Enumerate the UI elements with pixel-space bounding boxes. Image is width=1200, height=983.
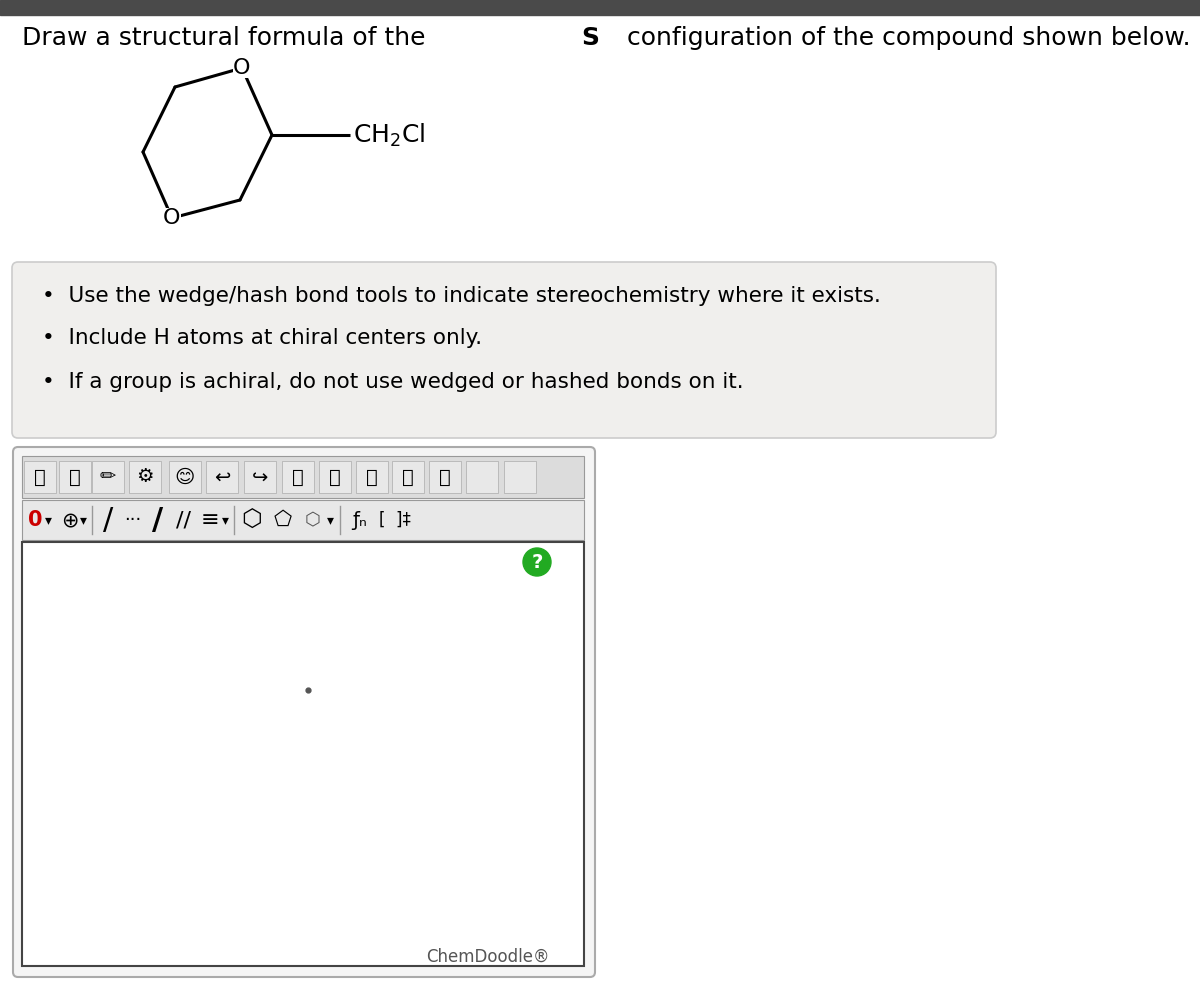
Text: [  ]‡: [ ]‡ — [379, 511, 410, 529]
Text: S: S — [582, 26, 600, 50]
Text: ?: ? — [532, 552, 542, 571]
Text: /: / — [152, 505, 163, 535]
Text: ↪: ↪ — [252, 468, 268, 487]
Bar — [130, 461, 161, 493]
FancyBboxPatch shape — [13, 447, 595, 977]
Text: 🎨: 🎨 — [439, 468, 451, 487]
Text: ···: ··· — [125, 511, 142, 529]
Text: ▾: ▾ — [44, 513, 52, 527]
Bar — [22, 456, 584, 498]
Text: ▾: ▾ — [326, 513, 334, 527]
Text: ƒₙ: ƒₙ — [353, 510, 367, 530]
Text: /: / — [103, 505, 113, 535]
Text: 🖼: 🖼 — [292, 468, 304, 487]
Text: ⚙: ⚙ — [137, 468, 154, 487]
Bar — [466, 461, 498, 493]
Bar — [59, 461, 91, 493]
Bar — [504, 461, 536, 493]
Text: configuration of the compound shown below.: configuration of the compound shown belo… — [619, 26, 1190, 50]
Bar — [206, 461, 238, 493]
FancyBboxPatch shape — [12, 262, 996, 438]
Text: //: // — [175, 510, 191, 530]
Text: 0: 0 — [28, 510, 42, 530]
Text: 📋: 📋 — [70, 468, 80, 487]
Bar — [319, 461, 352, 493]
Text: •  Include H atoms at chiral centers only.: • Include H atoms at chiral centers only… — [42, 328, 482, 348]
Text: O: O — [233, 58, 251, 78]
Bar — [0, 0, 1200, 15]
Bar — [24, 461, 56, 493]
Text: ≡: ≡ — [200, 510, 220, 530]
Bar — [430, 461, 461, 493]
Bar — [92, 461, 124, 493]
Text: ↩: ↩ — [214, 468, 230, 487]
Text: ▾: ▾ — [79, 513, 86, 527]
Bar — [392, 461, 424, 493]
Text: ▾: ▾ — [222, 513, 228, 527]
Text: •  Use the wedge/hash bond tools to indicate stereochemistry where it exists.: • Use the wedge/hash bond tools to indic… — [42, 286, 881, 306]
Bar — [282, 461, 314, 493]
Bar — [169, 461, 202, 493]
Text: •  If a group is achiral, do not use wedged or hashed bonds on it.: • If a group is achiral, do not use wedg… — [42, 372, 744, 392]
Text: 😊: 😊 — [175, 468, 196, 487]
Circle shape — [523, 548, 551, 576]
Text: ⊕: ⊕ — [61, 510, 79, 530]
Text: $\mathrm{CH_2Cl}$: $\mathrm{CH_2Cl}$ — [353, 121, 426, 148]
Text: 🔍: 🔍 — [366, 468, 378, 487]
Text: O: O — [163, 208, 181, 228]
Text: ✏: ✏ — [100, 468, 116, 487]
Bar — [356, 461, 388, 493]
Text: ⬡: ⬡ — [241, 508, 263, 532]
Text: ⬡: ⬡ — [305, 511, 320, 529]
Bar — [244, 461, 276, 493]
Text: 📄: 📄 — [329, 468, 341, 487]
Bar — [22, 542, 584, 966]
Text: ✋: ✋ — [34, 468, 46, 487]
Text: ChemDoodle®: ChemDoodle® — [426, 948, 550, 966]
Text: ⬠: ⬠ — [274, 510, 292, 530]
Text: Draw a structural formula of the: Draw a structural formula of the — [22, 26, 433, 50]
Bar — [22, 500, 584, 540]
Text: 🔎: 🔎 — [402, 468, 414, 487]
